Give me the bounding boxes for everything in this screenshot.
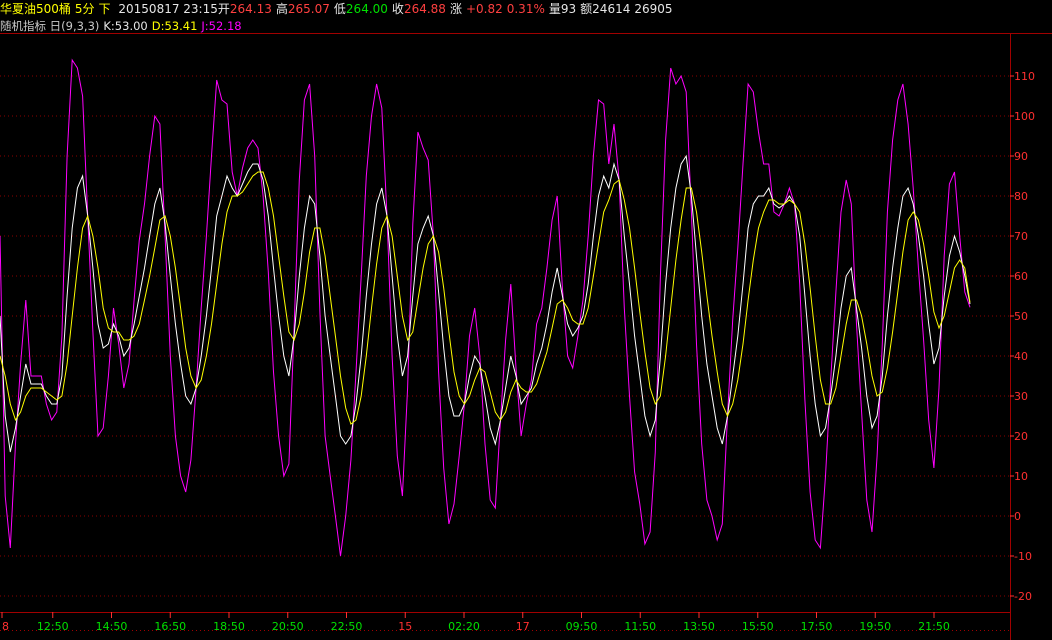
x-time-label: 19:50 [859, 620, 891, 633]
y-tick-label: 100 [1014, 110, 1035, 123]
instrument-name[interactable]: 华夏油500桶 [0, 2, 71, 16]
quote-header: 华夏油500桶 5分下 20150817 23:15开264.13 高265.07 低… [0, 0, 1052, 18]
extra-value: 26905 [634, 2, 673, 16]
y-tick-label: -10 [1014, 550, 1032, 563]
j-value-label: J:52.18 [201, 19, 242, 33]
low-label: 低 [333, 2, 346, 16]
period-label[interactable]: 5分 [74, 2, 95, 16]
x-time-label: 14:50 [96, 620, 128, 633]
x-time-label: 17:50 [801, 620, 833, 633]
y-tick-label: 60 [1014, 270, 1028, 283]
y-tick-label: 20 [1014, 430, 1028, 443]
x-time-label: 12:50 [37, 620, 69, 633]
y-tick-label: 40 [1014, 350, 1028, 363]
volume-label: 量 [548, 2, 561, 16]
chart-frame [0, 33, 1052, 640]
y-tick-label: 50 [1014, 310, 1028, 323]
x-axis: 8 12:50 14:50 16:50 18:50 20:50 22:50 15 02:20 17… [1, 612, 950, 633]
change-value: +0.82 [465, 2, 503, 16]
x-time-label: 02:20 [448, 620, 480, 633]
x-time-label: 20:50 [272, 620, 304, 633]
d-value-label: D:53.41 [151, 19, 198, 33]
period-direction-label[interactable]: 下 [98, 2, 111, 16]
x-day-label: 8 [2, 620, 9, 633]
y-tick-label: 110 [1014, 70, 1035, 83]
x-day-label: 17 [516, 620, 530, 633]
low-value: 264.00 [345, 2, 388, 16]
series-d-line [0, 171, 971, 425]
indicator-name[interactable]: 随机指标 [0, 19, 46, 33]
volume-value: 93 [560, 2, 577, 16]
y-tick-label: 70 [1014, 230, 1028, 243]
open-label: 开 [217, 2, 230, 16]
indicator-params: (9,3,3) [61, 19, 100, 33]
x-time-label: 21:50 [918, 620, 950, 633]
x-time-label: 18:50 [213, 620, 245, 633]
amount-label: 额 [580, 2, 593, 16]
amount-value: 24614 [592, 2, 631, 16]
y-tick-label: 80 [1014, 190, 1028, 203]
x-time-label: 22:50 [331, 620, 363, 633]
change-percent-value: 0.31% [506, 2, 545, 16]
calendar-icon[interactable]: 日 [49, 19, 62, 33]
y-tick-label: -20 [1014, 590, 1032, 603]
close-label: 收 [391, 2, 404, 16]
change-label: 涨 [449, 2, 462, 16]
x-day-label: 15 [398, 620, 412, 633]
indicator-header: 随机指标 日(9,3,3) K:53.00 D:53.41 J:52.18 [0, 18, 1052, 34]
grid-layer [0, 75, 1010, 597]
x-time-label: 09:50 [566, 620, 598, 633]
y-tick-label: 0 [1014, 510, 1021, 523]
series-k-line [0, 154, 971, 453]
y-tick-label: 90 [1014, 150, 1028, 163]
high-label: 高 [275, 2, 288, 16]
datetime-value: 20150817 23:15 [118, 2, 218, 16]
x-time-label: 11:50 [624, 620, 656, 633]
x-time-label: 15:50 [742, 620, 774, 633]
x-time-label: 13:50 [683, 620, 715, 633]
open-value: 264.13 [229, 2, 272, 16]
series-layer [0, 58, 971, 557]
high-value: 265.07 [287, 2, 330, 16]
y-tick-label: 10 [1014, 470, 1028, 483]
k-value-label: K:53.00 [103, 19, 148, 33]
series-j-line [0, 58, 971, 557]
x-time-label: 16:50 [154, 620, 186, 633]
y-tick-label: 30 [1014, 390, 1028, 403]
close-value: 264.88 [403, 2, 446, 16]
